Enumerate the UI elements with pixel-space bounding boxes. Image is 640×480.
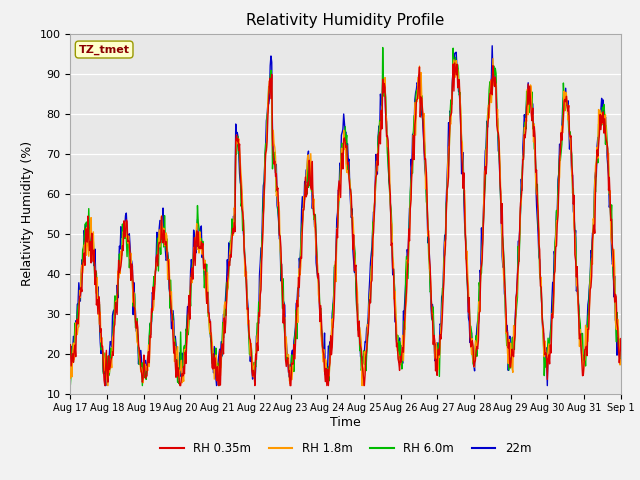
Title: Relativity Humidity Profile: Relativity Humidity Profile (246, 13, 445, 28)
Text: TZ_tmet: TZ_tmet (79, 44, 130, 55)
Legend: RH 0.35m, RH 1.8m, RH 6.0m, 22m: RH 0.35m, RH 1.8m, RH 6.0m, 22m (156, 437, 536, 460)
Y-axis label: Relativity Humidity (%): Relativity Humidity (%) (21, 141, 34, 286)
X-axis label: Time: Time (330, 416, 361, 429)
